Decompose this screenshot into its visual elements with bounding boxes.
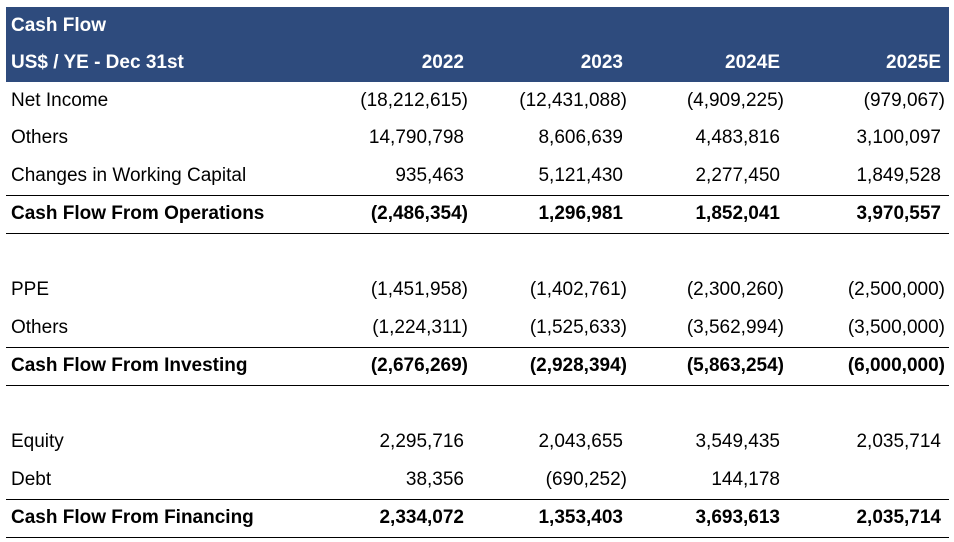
currency-note: US$ / YE - Dec 31st [11, 52, 184, 73]
row-label: Equity [11, 431, 64, 453]
cell-value: (4,909,225) [686, 89, 784, 111]
cell-value: 8,606,639 [538, 127, 623, 149]
year-header: 2023 [580, 52, 623, 73]
cell-value: 5,121,430 [538, 164, 623, 186]
table-header: Cash Flow US$ / YE - Dec 31st 2022 2023 … [6, 7, 949, 82]
table-title: Cash Flow [11, 14, 107, 36]
cell-value: (5,863,254) [686, 355, 784, 377]
cell-value: 1,849,528 [856, 164, 941, 186]
cell-value: 935,463 [395, 164, 464, 186]
cell-value: 3,100,097 [856, 127, 941, 149]
row-label: Cash Flow From Financing [11, 507, 254, 529]
row-label: Others [11, 316, 69, 338]
year-header: 2025E [886, 52, 941, 73]
cell-value: (3,500,000) [847, 316, 945, 338]
total-row-operations: Cash Flow From Operations (2,486,354) 1,… [6, 194, 949, 234]
cell-value: 14,790,798 [368, 127, 464, 149]
cell-value: (3,562,994) [686, 316, 784, 338]
cell-value: 2,035,714 [856, 507, 941, 529]
row-label: PPE [11, 279, 50, 301]
row-label: Debt [11, 468, 52, 490]
cell-value: (6,000,000) [847, 355, 945, 377]
cell-value: (12,431,088) [519, 89, 627, 111]
row-label: Others [11, 127, 69, 149]
year-header: 2024E [725, 52, 780, 73]
table-row-debt: Debt 38,356 (690,252) 144,178 [6, 461, 949, 499]
cell-value: 2,334,072 [379, 507, 464, 529]
cell-value: (1,402,761) [529, 279, 627, 301]
cell-value: 2,043,655 [538, 431, 623, 453]
table-row-working-capital: Changes in Working Capital 935,463 5,121… [6, 157, 949, 195]
row-label: Cash Flow From Operations [11, 203, 265, 225]
cell-value: (18,212,615) [360, 89, 468, 111]
cell-value: (2,928,394) [529, 355, 627, 377]
cell-value: 4,483,816 [695, 127, 780, 149]
cell-value: (1,525,633) [529, 316, 627, 338]
table-row-ppe: PPE (1,451,958) (1,402,761) (2,300,260) … [6, 272, 949, 310]
cell-value: (2,500,000) [847, 279, 945, 301]
cell-value: 3,549,435 [695, 431, 780, 453]
cell-value: 3,693,613 [695, 507, 780, 529]
total-row-investing: Cash Flow From Investing (2,676,269) (2,… [6, 346, 949, 386]
row-label: Net Income [11, 89, 109, 111]
cell-value: 2,277,450 [695, 164, 780, 186]
cell-value: 38,356 [405, 468, 464, 490]
header-title-row: Cash Flow [6, 7, 949, 44]
year-header: 2022 [421, 52, 464, 73]
cell-value: 1,296,981 [538, 203, 623, 225]
cell-value: (690,252) [545, 468, 627, 490]
cell-value: (2,300,260) [686, 279, 784, 301]
cell-value: 1,353,403 [538, 507, 623, 529]
row-label: Cash Flow From Investing [11, 355, 248, 377]
cell-value: 2,035,714 [856, 431, 941, 453]
cell-value: 144,178 [711, 468, 780, 490]
cell-value: 2,295,716 [379, 431, 464, 453]
table-row-net-income: Net Income (18,212,615) (12,431,088) (4,… [6, 82, 949, 120]
cell-value: (979,067) [863, 89, 945, 111]
header-years-row: US$ / YE - Dec 31st 2022 2023 2024E 2025… [6, 44, 949, 82]
cell-value: (1,224,311) [372, 316, 468, 338]
cell-value: (2,486,354) [370, 203, 468, 225]
cell-value: 3,970,557 [856, 203, 941, 225]
section-spacer [6, 234, 949, 272]
total-row-financing: Cash Flow From Financing 2,334,072 1,353… [6, 498, 949, 538]
table-row-equity: Equity 2,295,716 2,043,655 3,549,435 2,0… [6, 424, 949, 462]
table-row-inv-others: Others (1,224,311) (1,525,633) (3,562,99… [6, 309, 949, 347]
cell-value: 1,852,041 [695, 203, 780, 225]
row-label: Changes in Working Capital [11, 164, 247, 186]
cash-flow-table: Cash Flow US$ / YE - Dec 31st 2022 2023 … [6, 7, 949, 538]
cell-value: (1,451,958) [370, 279, 468, 301]
table-row-ops-others: Others 14,790,798 8,606,639 4,483,816 3,… [6, 120, 949, 158]
section-spacer [6, 386, 949, 424]
cell-value: (2,676,269) [370, 355, 468, 377]
